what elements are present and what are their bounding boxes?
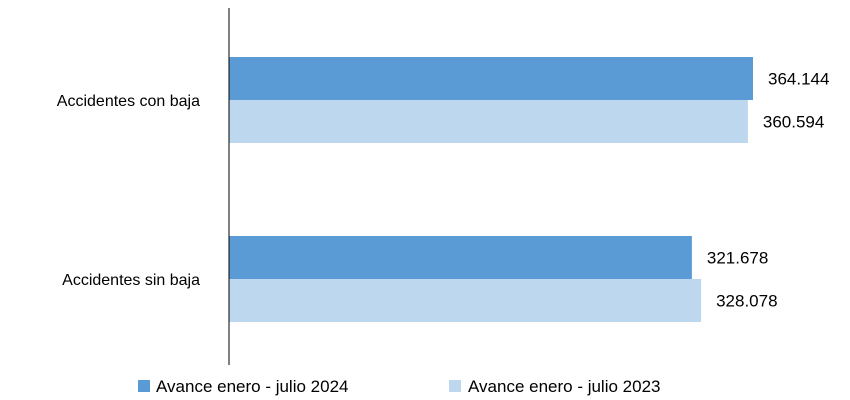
legend-swatch <box>449 380 461 392</box>
category-label: Accidentes con baja <box>57 93 200 110</box>
legend: Avance enero - julio 2024 Avance enero - … <box>138 377 661 396</box>
bar-2023 <box>229 100 748 143</box>
bars-group <box>229 57 753 322</box>
legend-label: Avance enero - julio 2023 <box>468 377 661 396</box>
legend-swatch <box>138 380 150 392</box>
legend-label: Avance enero - julio 2024 <box>156 377 349 396</box>
data-label: 321.678 <box>707 249 768 268</box>
bar-2024 <box>229 57 753 100</box>
data-label: 364.144 <box>768 70 829 89</box>
data-label: 328.078 <box>716 292 777 311</box>
bar-2023 <box>229 279 702 322</box>
data-labels-group: 364.144 360.594 321.678 328.078 <box>707 70 830 311</box>
category-labels-group: Accidentes con baja Accidentes sin baja <box>57 93 200 289</box>
category-label: Accidentes sin baja <box>62 272 200 289</box>
bar-2024 <box>229 236 692 279</box>
data-label: 360.594 <box>763 113 824 132</box>
